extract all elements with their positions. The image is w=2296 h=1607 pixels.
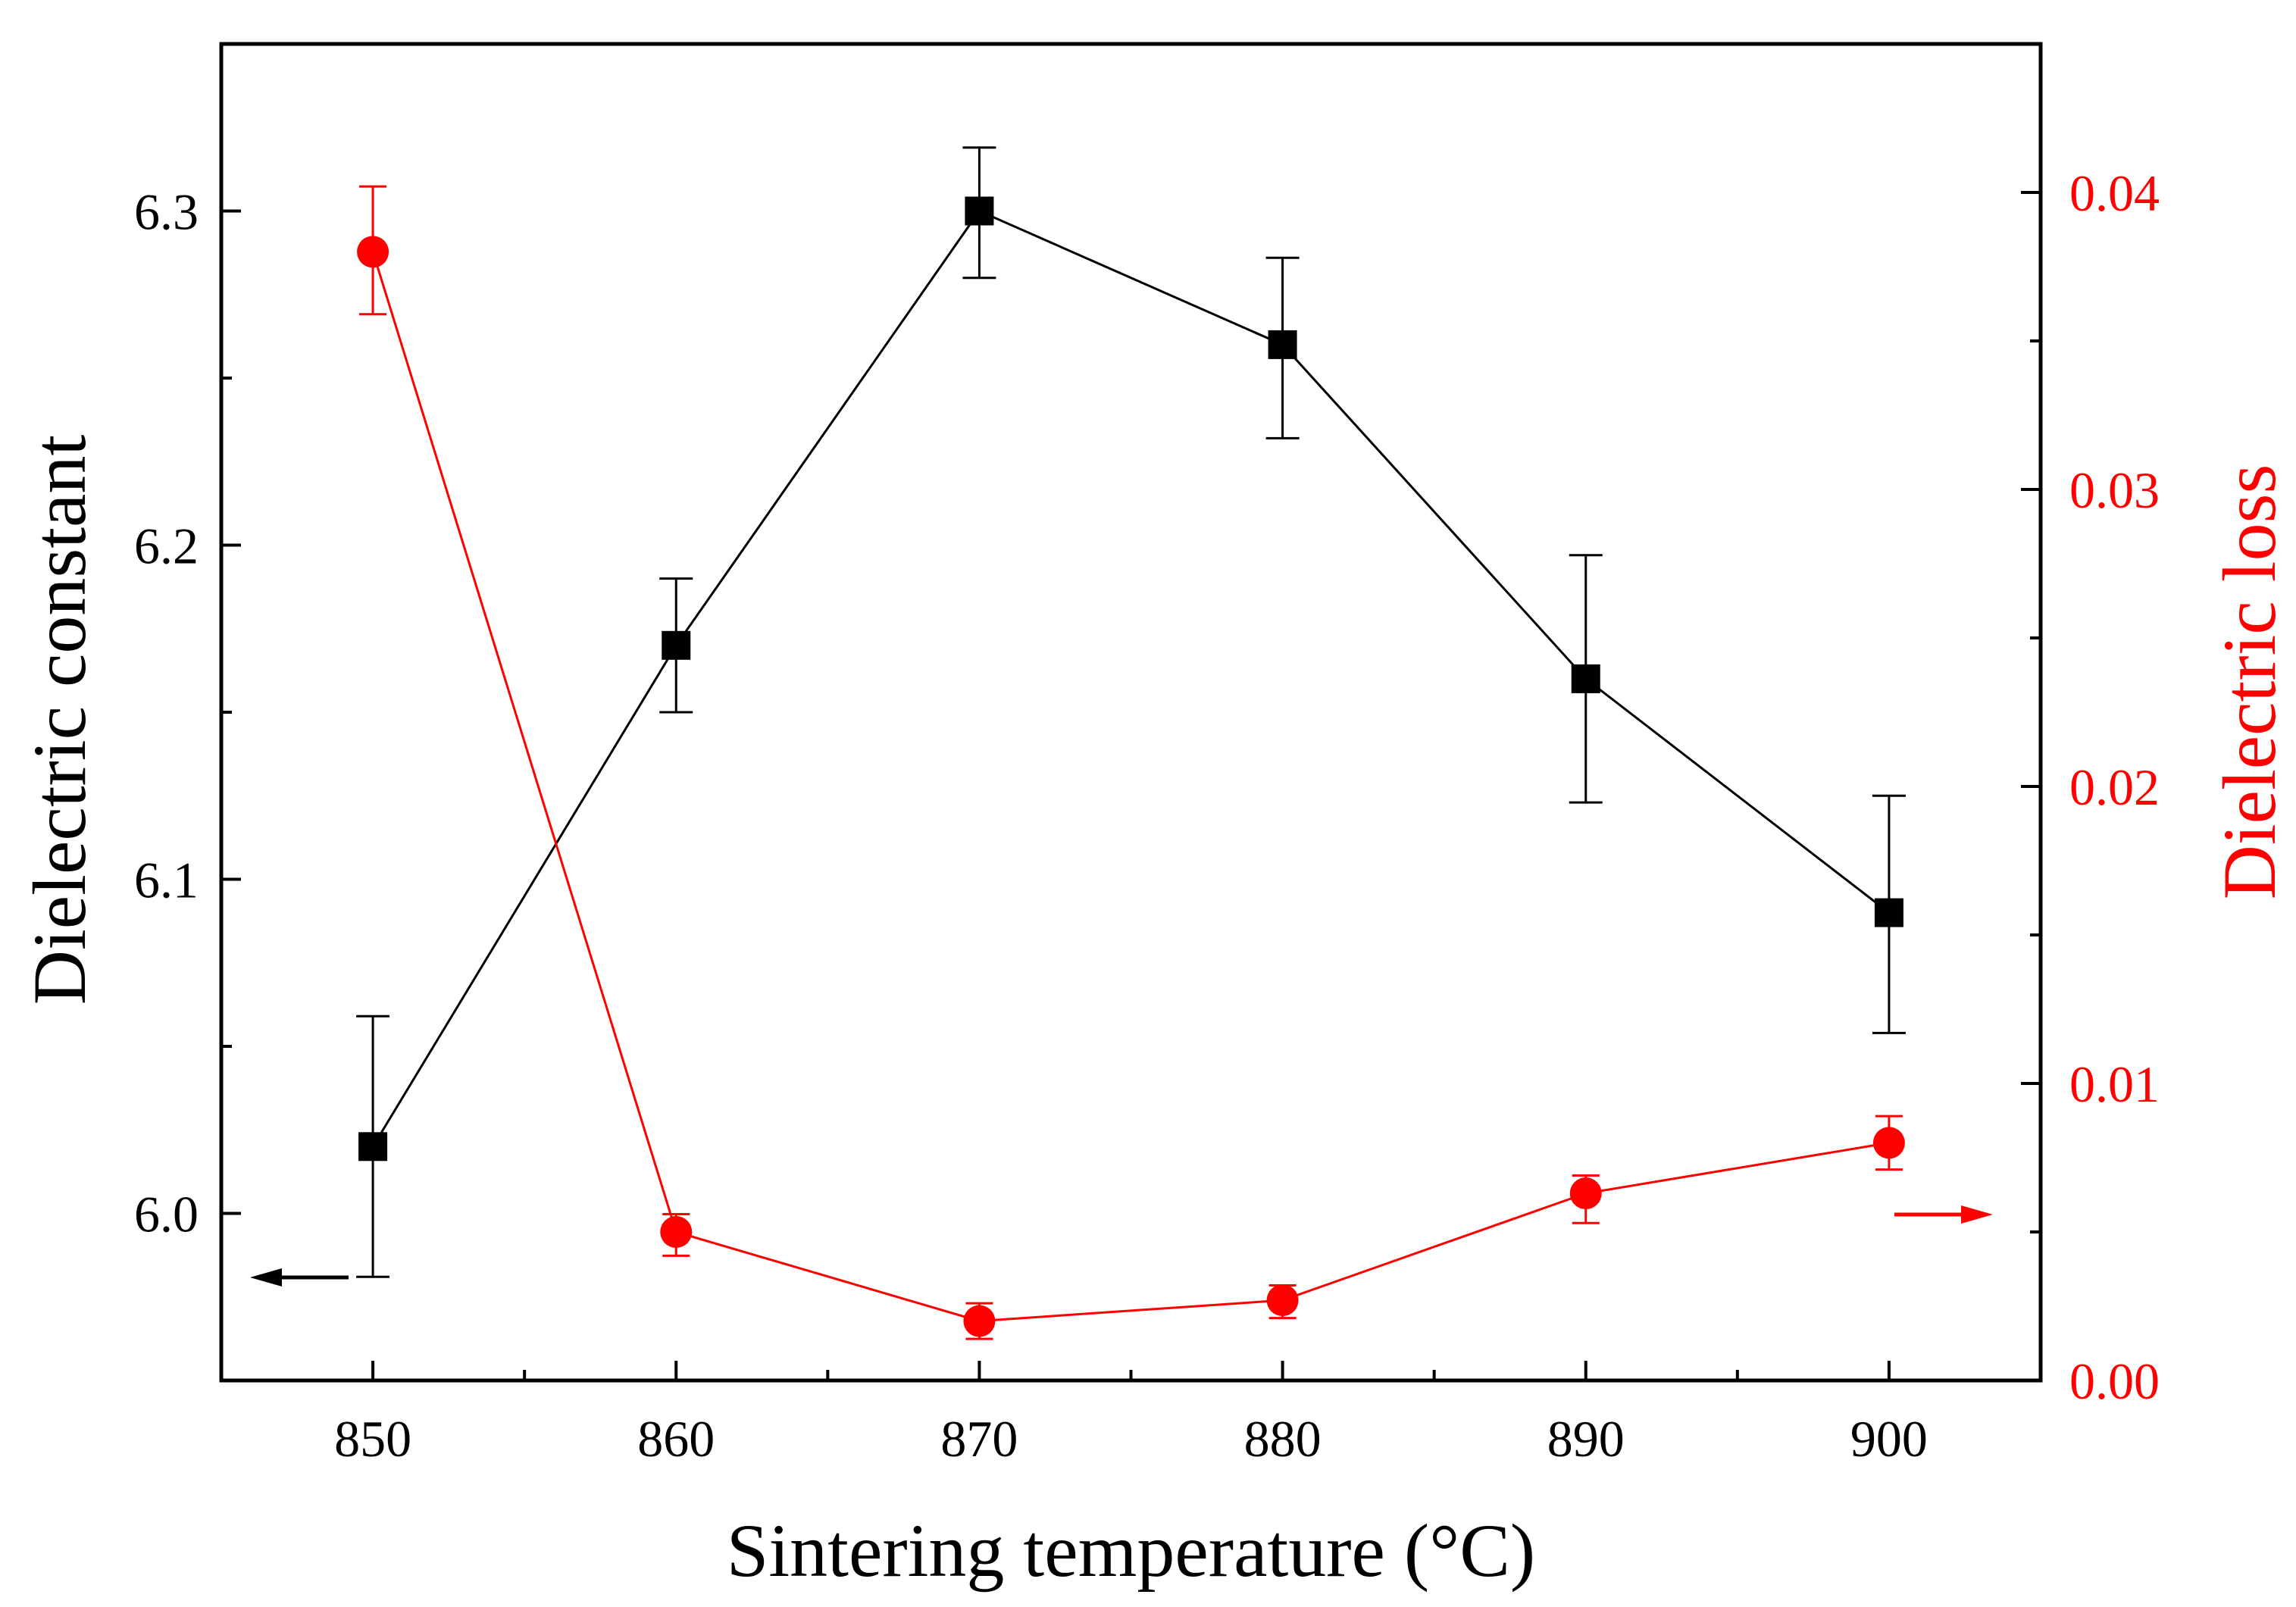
- left-y-axis-title: Dielectric constant: [17, 435, 102, 1005]
- x-tick-label: 870: [940, 1410, 1018, 1468]
- series-dielectric-constant: [356, 146, 1906, 1278]
- right-y-tick-label: 0.04: [2069, 164, 2160, 222]
- right-y-tick-label: 0.03: [2069, 461, 2160, 519]
- right-y-axis-title: Dielectric loss: [2207, 464, 2291, 900]
- series-line: [371, 209, 1890, 1148]
- data-point: [1266, 1284, 1299, 1317]
- data-point: [357, 236, 389, 268]
- x-axis-title: Sintering temperature (°C): [727, 1509, 1535, 1593]
- x-axis-ticks: 850 860 870 880 890 900: [334, 1361, 1928, 1468]
- x-tick-label: 850: [334, 1410, 411, 1468]
- right-y-axis-ticks: 0.00 0.01 0.02 0.03 0.04: [2021, 164, 2160, 1410]
- x-tick-label: 890: [1547, 1410, 1625, 1468]
- x-tick-label: 900: [1850, 1410, 1928, 1468]
- x-tick-label: 860: [637, 1410, 715, 1468]
- left-axis-arrow: [250, 1268, 349, 1287]
- plot-area: [219, 42, 2043, 1383]
- arrow-head: [1961, 1205, 1993, 1224]
- right-axis-arrow: [1894, 1205, 1993, 1224]
- left-y-tick-label: 6.2: [134, 517, 199, 575]
- data-point: [662, 630, 691, 660]
- data-point: [963, 1305, 996, 1337]
- data-point: [1872, 1127, 1905, 1159]
- data-point: [1874, 898, 1903, 927]
- left-y-axis-ticks: 6.0 6.1 6.2 6.3: [134, 183, 241, 1243]
- data-point: [660, 1216, 693, 1248]
- series-line: [371, 251, 1890, 1323]
- left-y-tick-label: 6.1: [134, 852, 199, 909]
- arrow-head: [250, 1268, 282, 1287]
- left-y-tick-label: 6.0: [134, 1186, 199, 1243]
- data-point: [965, 196, 994, 226]
- data-point: [1571, 664, 1600, 693]
- x-tick-label: 880: [1244, 1410, 1322, 1468]
- data-point: [1268, 330, 1297, 359]
- series-layer: [356, 146, 1906, 1340]
- series-dielectric-loss: [357, 185, 1905, 1340]
- left-y-tick-label: 6.3: [134, 183, 199, 241]
- data-point: [358, 1132, 388, 1161]
- data-point: [1569, 1177, 1602, 1210]
- right-y-tick-label: 0.01: [2069, 1055, 2160, 1113]
- right-y-tick-label: 0.00: [2069, 1352, 2160, 1410]
- annotation-layer: [250, 1205, 1993, 1287]
- right-y-tick-label: 0.02: [2069, 758, 2160, 816]
